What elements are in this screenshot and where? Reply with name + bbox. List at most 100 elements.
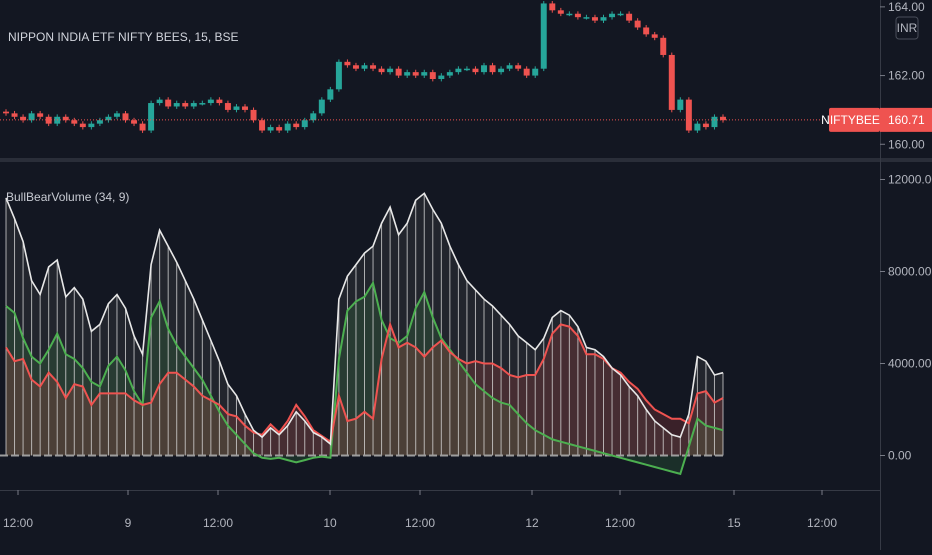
candle-body [498,68,505,73]
candle-body [139,123,146,131]
indicator-tick-label: 8000.00 [888,265,932,279]
candle-body [472,68,479,73]
candle-body [643,27,650,35]
last-price-tag [880,107,932,132]
candle-body [20,116,27,121]
currency-badge [895,16,919,40]
candle-body [694,123,701,131]
candle-body [523,68,530,76]
time-tick-label: 9 [125,516,132,530]
candle-body [131,120,138,124]
candle-body [677,99,684,110]
candle-body [361,65,368,69]
candle-body [11,113,18,117]
candle-body [318,99,325,114]
candle-body [574,13,581,18]
candle-body [96,120,103,124]
candle-body [113,113,120,117]
candle-body [259,120,266,131]
time-tick-label: 12:00 [3,516,33,530]
indicator-tick-label: 4000.00 [888,357,932,371]
indicator-title[interactable]: BullBearVolume (34, 9) [6,190,130,204]
candle-body [506,65,513,69]
candle-body [617,13,624,16]
candle-body [446,72,453,76]
candle-body [352,65,359,69]
pane-separator [0,158,932,162]
candle-body [88,123,95,128]
candle-body [438,75,445,79]
candle-body [455,68,462,73]
candle-body [626,13,633,21]
candle-body [600,17,607,21]
candle-body [660,37,667,55]
candle-body [720,116,726,121]
candle-body [566,13,573,16]
time-tick-label: 12:00 [605,516,635,530]
last-price-label: 160.71 [888,113,925,127]
candle-body [711,116,718,128]
candle-body [429,72,436,79]
candle-body [156,99,163,104]
candle-body [28,113,35,121]
candle-body [412,72,419,76]
candle-body [515,65,522,69]
candle-body [404,72,411,76]
candle-body [583,17,590,19]
candle-body [301,120,308,128]
candle-body [267,127,274,131]
candle-body [609,13,616,18]
candle-body [216,99,223,104]
currency-label: INR [897,21,918,35]
candle-body [207,99,214,104]
candle-body [387,68,394,73]
candle-body [651,34,658,38]
candle-body [335,61,342,90]
candle-body [540,3,547,69]
symbol-tag-label: NIFTYBEES [821,113,888,127]
time-tick-label: 10 [323,516,337,530]
candle-body [557,10,564,14]
time-tick-label: 12:00 [405,516,435,530]
candle-body [481,65,487,73]
price-tick-label: 164.00 [888,0,925,14]
price-tick-label: 160.00 [888,137,925,151]
candle-body [37,113,44,117]
time-tick-label: 12 [525,516,539,530]
candle-body [344,61,351,66]
candle-body [71,120,78,124]
candle-body [276,127,283,131]
candle-body [242,106,248,110]
candle-body [702,123,709,128]
candle-body [310,113,317,121]
candle-body [122,113,129,121]
candle-body [233,106,240,110]
candle-body [549,3,556,11]
candle-body [250,109,257,121]
candle-body [165,99,172,107]
symbol-tag [829,107,880,132]
candle-body [3,111,9,114]
bear-line [5,320,724,444]
candle-body [634,20,641,28]
symbol-title[interactable]: NIPPON INDIA ETF NIFTY BEES, 15, BSE [8,30,239,44]
candle-body [532,68,539,76]
total-line [5,192,724,446]
candle-body [327,89,334,100]
candle-body [489,65,496,73]
candle-body [293,123,300,128]
candle-body [668,54,675,110]
candle-body [105,116,112,121]
candle-body [190,103,197,107]
candle-body [79,123,86,128]
candle-body [591,17,598,21]
price-tick-label: 162.00 [888,69,925,83]
candle-body [685,99,692,131]
candle-body [62,116,69,121]
candle-body [463,68,470,71]
indicator-tick-label: 0.00 [888,449,912,463]
time-tick-label: 12:00 [203,516,233,530]
candle-body [148,103,155,131]
